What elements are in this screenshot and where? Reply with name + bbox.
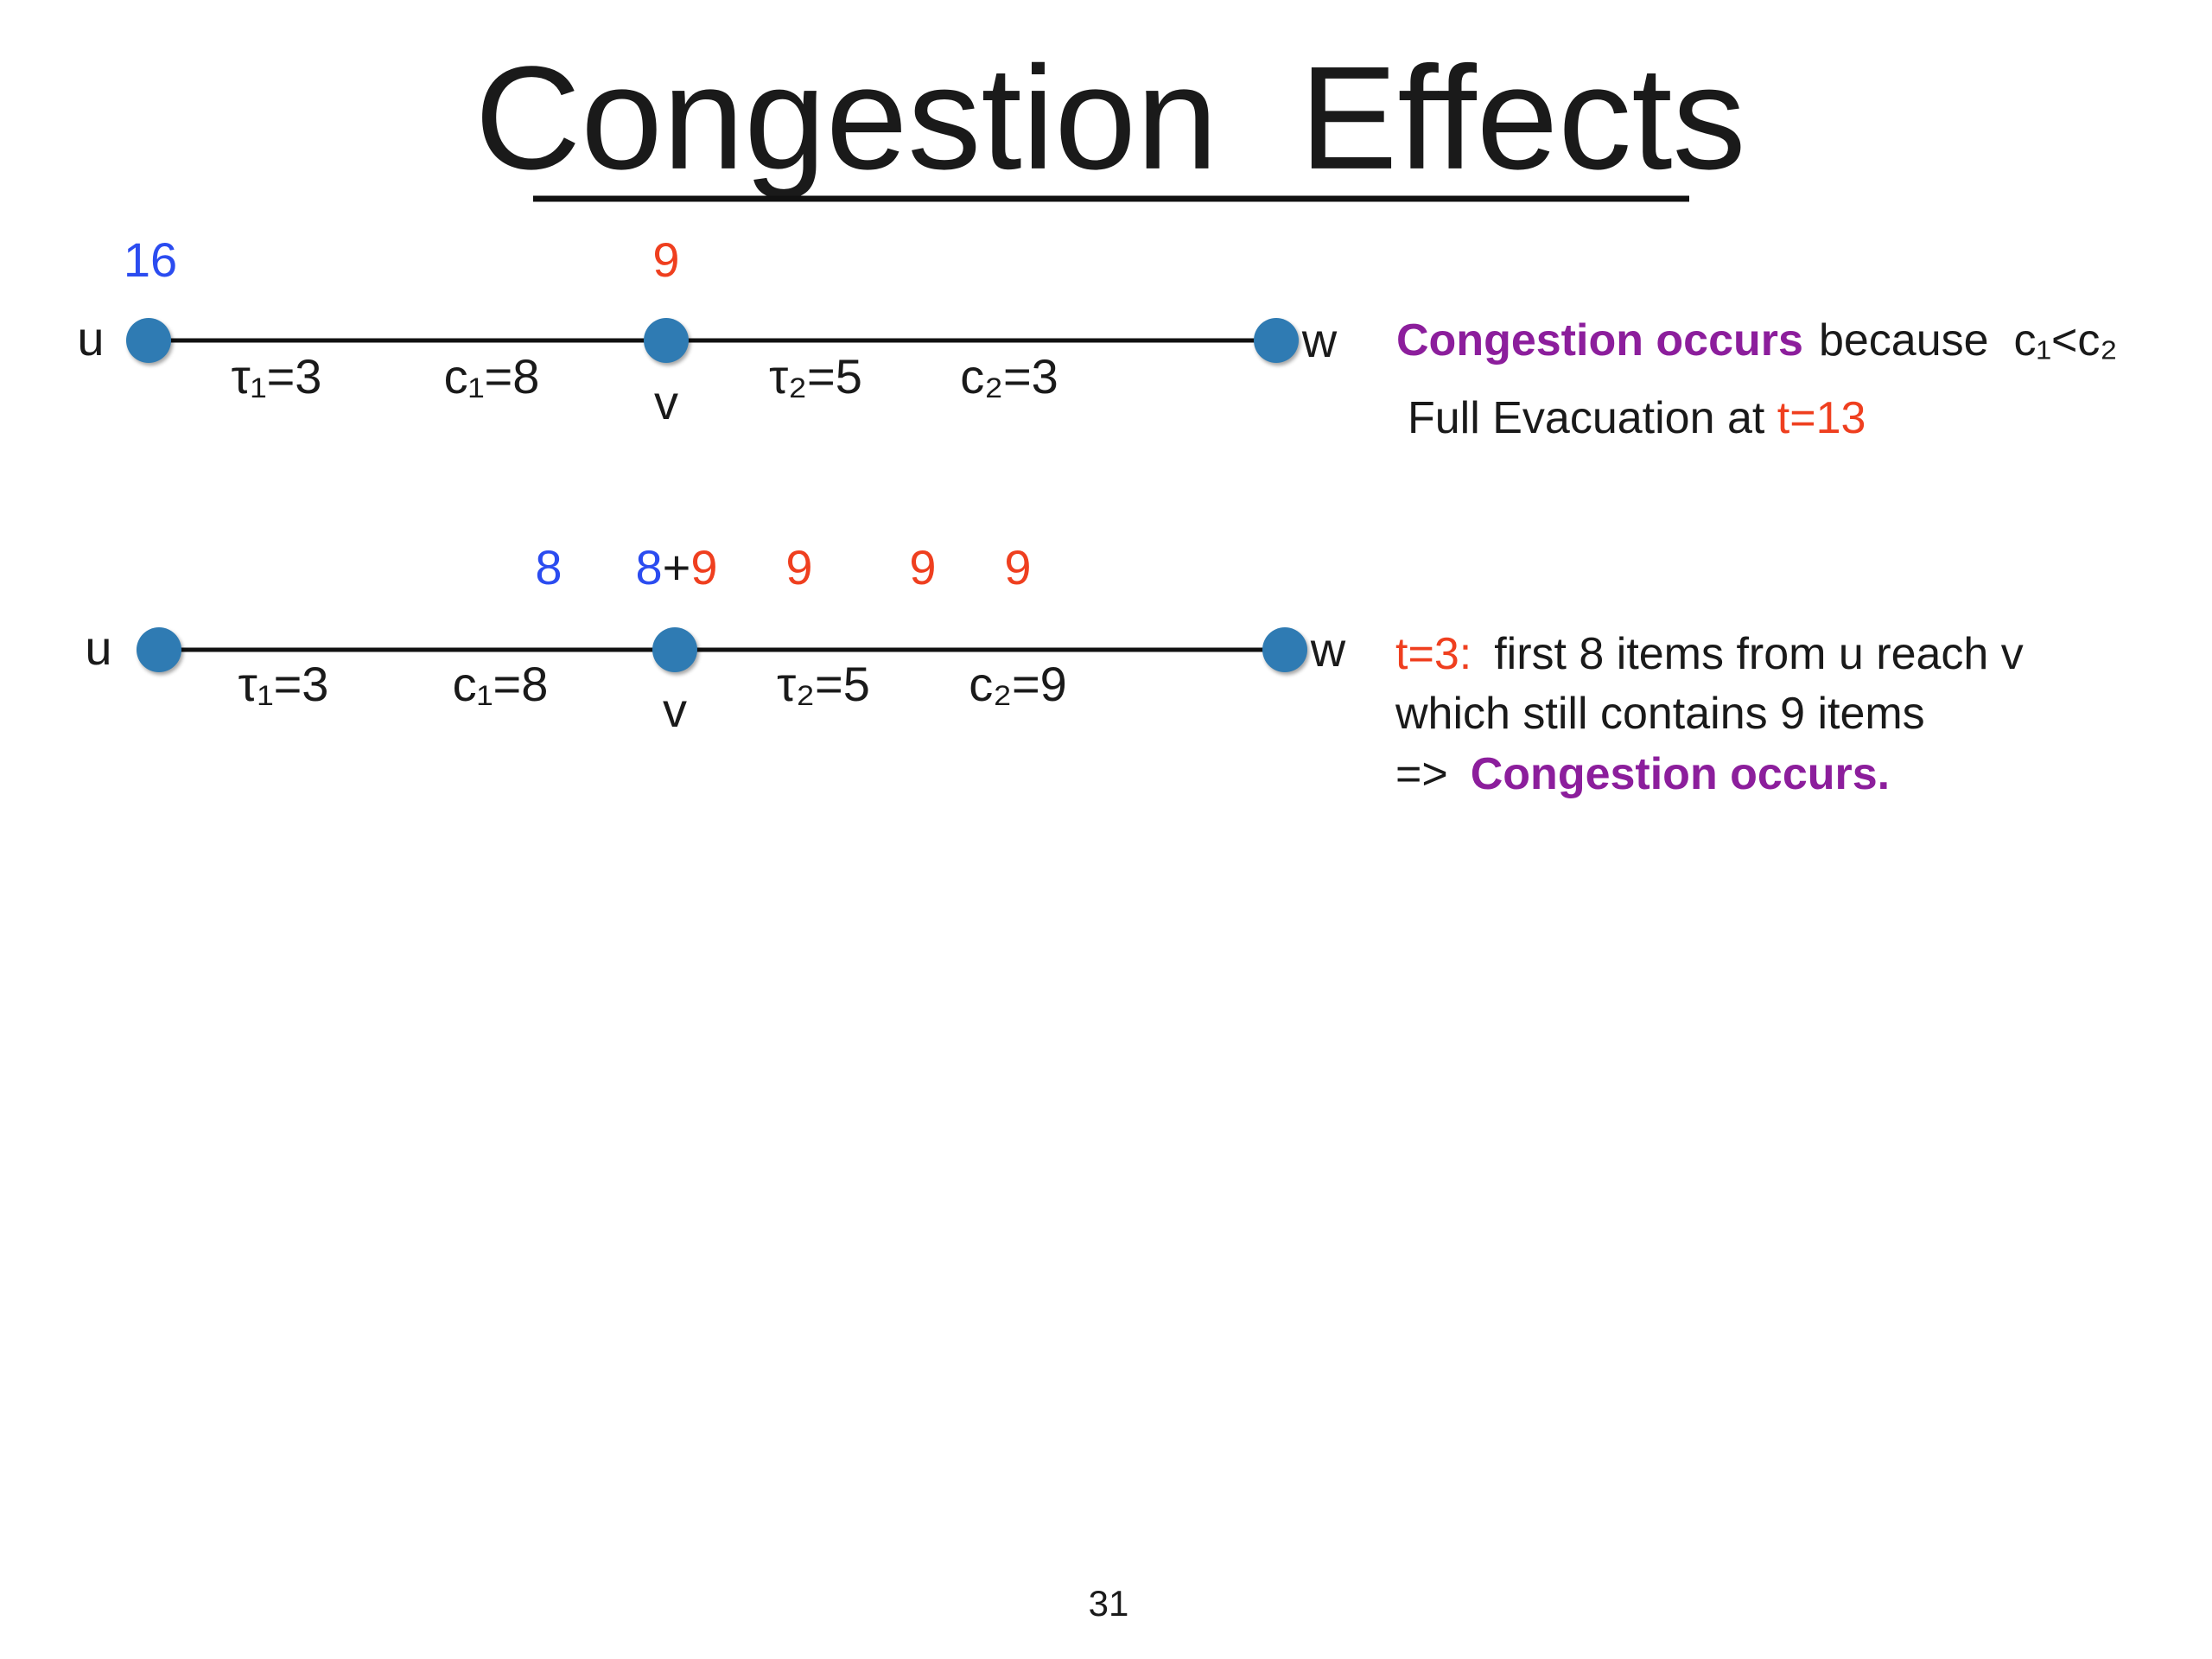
count: 9 (909, 540, 936, 594)
node-label: w (1310, 622, 1346, 677)
edge-label: c₁=8 (453, 657, 549, 711)
note-text: because c₁<c₂ (1819, 315, 2118, 365)
node (1262, 627, 1307, 672)
title: Congestion Effects (474, 36, 1745, 200)
node (1254, 318, 1299, 363)
note-text: which still contains 9 items (1395, 689, 1925, 739)
count: 9 (652, 232, 679, 287)
count: 8 (535, 540, 562, 594)
count: 8+9 (635, 540, 717, 594)
note-emphasis: Congestion occurs. (1471, 749, 1890, 799)
edge-label: τ₂=5 (769, 349, 862, 404)
node-label: u (77, 311, 104, 365)
count-part: 8 (635, 540, 662, 594)
node-label: u (85, 620, 111, 675)
node-label: v (663, 683, 687, 737)
note-line: Congestion occurs because c₁<c₂ (1396, 315, 2118, 365)
note-highlight: t=13 (1777, 393, 1866, 443)
note-text: first 8 items from u reach v (1494, 629, 2024, 679)
count-part: + (663, 540, 691, 594)
count-part: 9 (690, 540, 717, 594)
edge-label: τ₁=3 (238, 657, 329, 711)
edge-label: c₂=9 (969, 657, 1067, 711)
node (644, 318, 689, 363)
note-text: Full Evacuation at (1408, 393, 1777, 443)
note-line: Full Evacuation at t=13 (1408, 393, 1866, 443)
note-emphasis: Congestion occurs (1396, 315, 1803, 365)
page-number: 31 (1089, 1583, 1129, 1624)
node (137, 627, 181, 672)
edge-label: c₂=3 (960, 349, 1058, 404)
diagram: u v w 8 8+9 9 9 9 τ₁=3 c₁=8 τ₂=5 c₂=9 t=… (85, 540, 2023, 799)
count: 9 (1004, 540, 1031, 594)
count: 16 (124, 232, 177, 287)
node (126, 318, 171, 363)
node (652, 627, 697, 672)
note-text: => (1395, 749, 1448, 799)
diagram: u v w 16 9 τ₁=3 c₁=8 τ₂=5 c₂=3 Congestio… (77, 232, 2117, 443)
note-line: which still contains 9 items (1395, 689, 1925, 739)
note-line: => Congestion occurs. (1395, 749, 1890, 799)
note-line: t=3: first 8 items from u reach v (1395, 629, 2024, 679)
node-label: v (654, 375, 678, 429)
edge-label: c₁=8 (444, 349, 540, 404)
count: 9 (785, 540, 812, 594)
note-highlight: t=3: (1395, 629, 1471, 679)
edge-label: τ₁=3 (232, 349, 322, 404)
node-label: w (1301, 313, 1338, 367)
edge-label: τ₂=5 (777, 657, 870, 711)
